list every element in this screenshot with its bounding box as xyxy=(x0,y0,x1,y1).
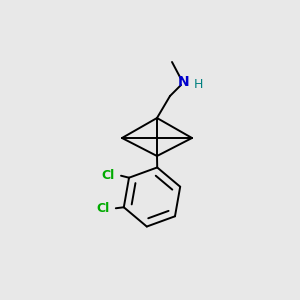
Text: N: N xyxy=(178,75,190,89)
Text: Cl: Cl xyxy=(97,202,110,215)
Text: Cl: Cl xyxy=(102,169,115,182)
Text: H: H xyxy=(193,79,203,92)
